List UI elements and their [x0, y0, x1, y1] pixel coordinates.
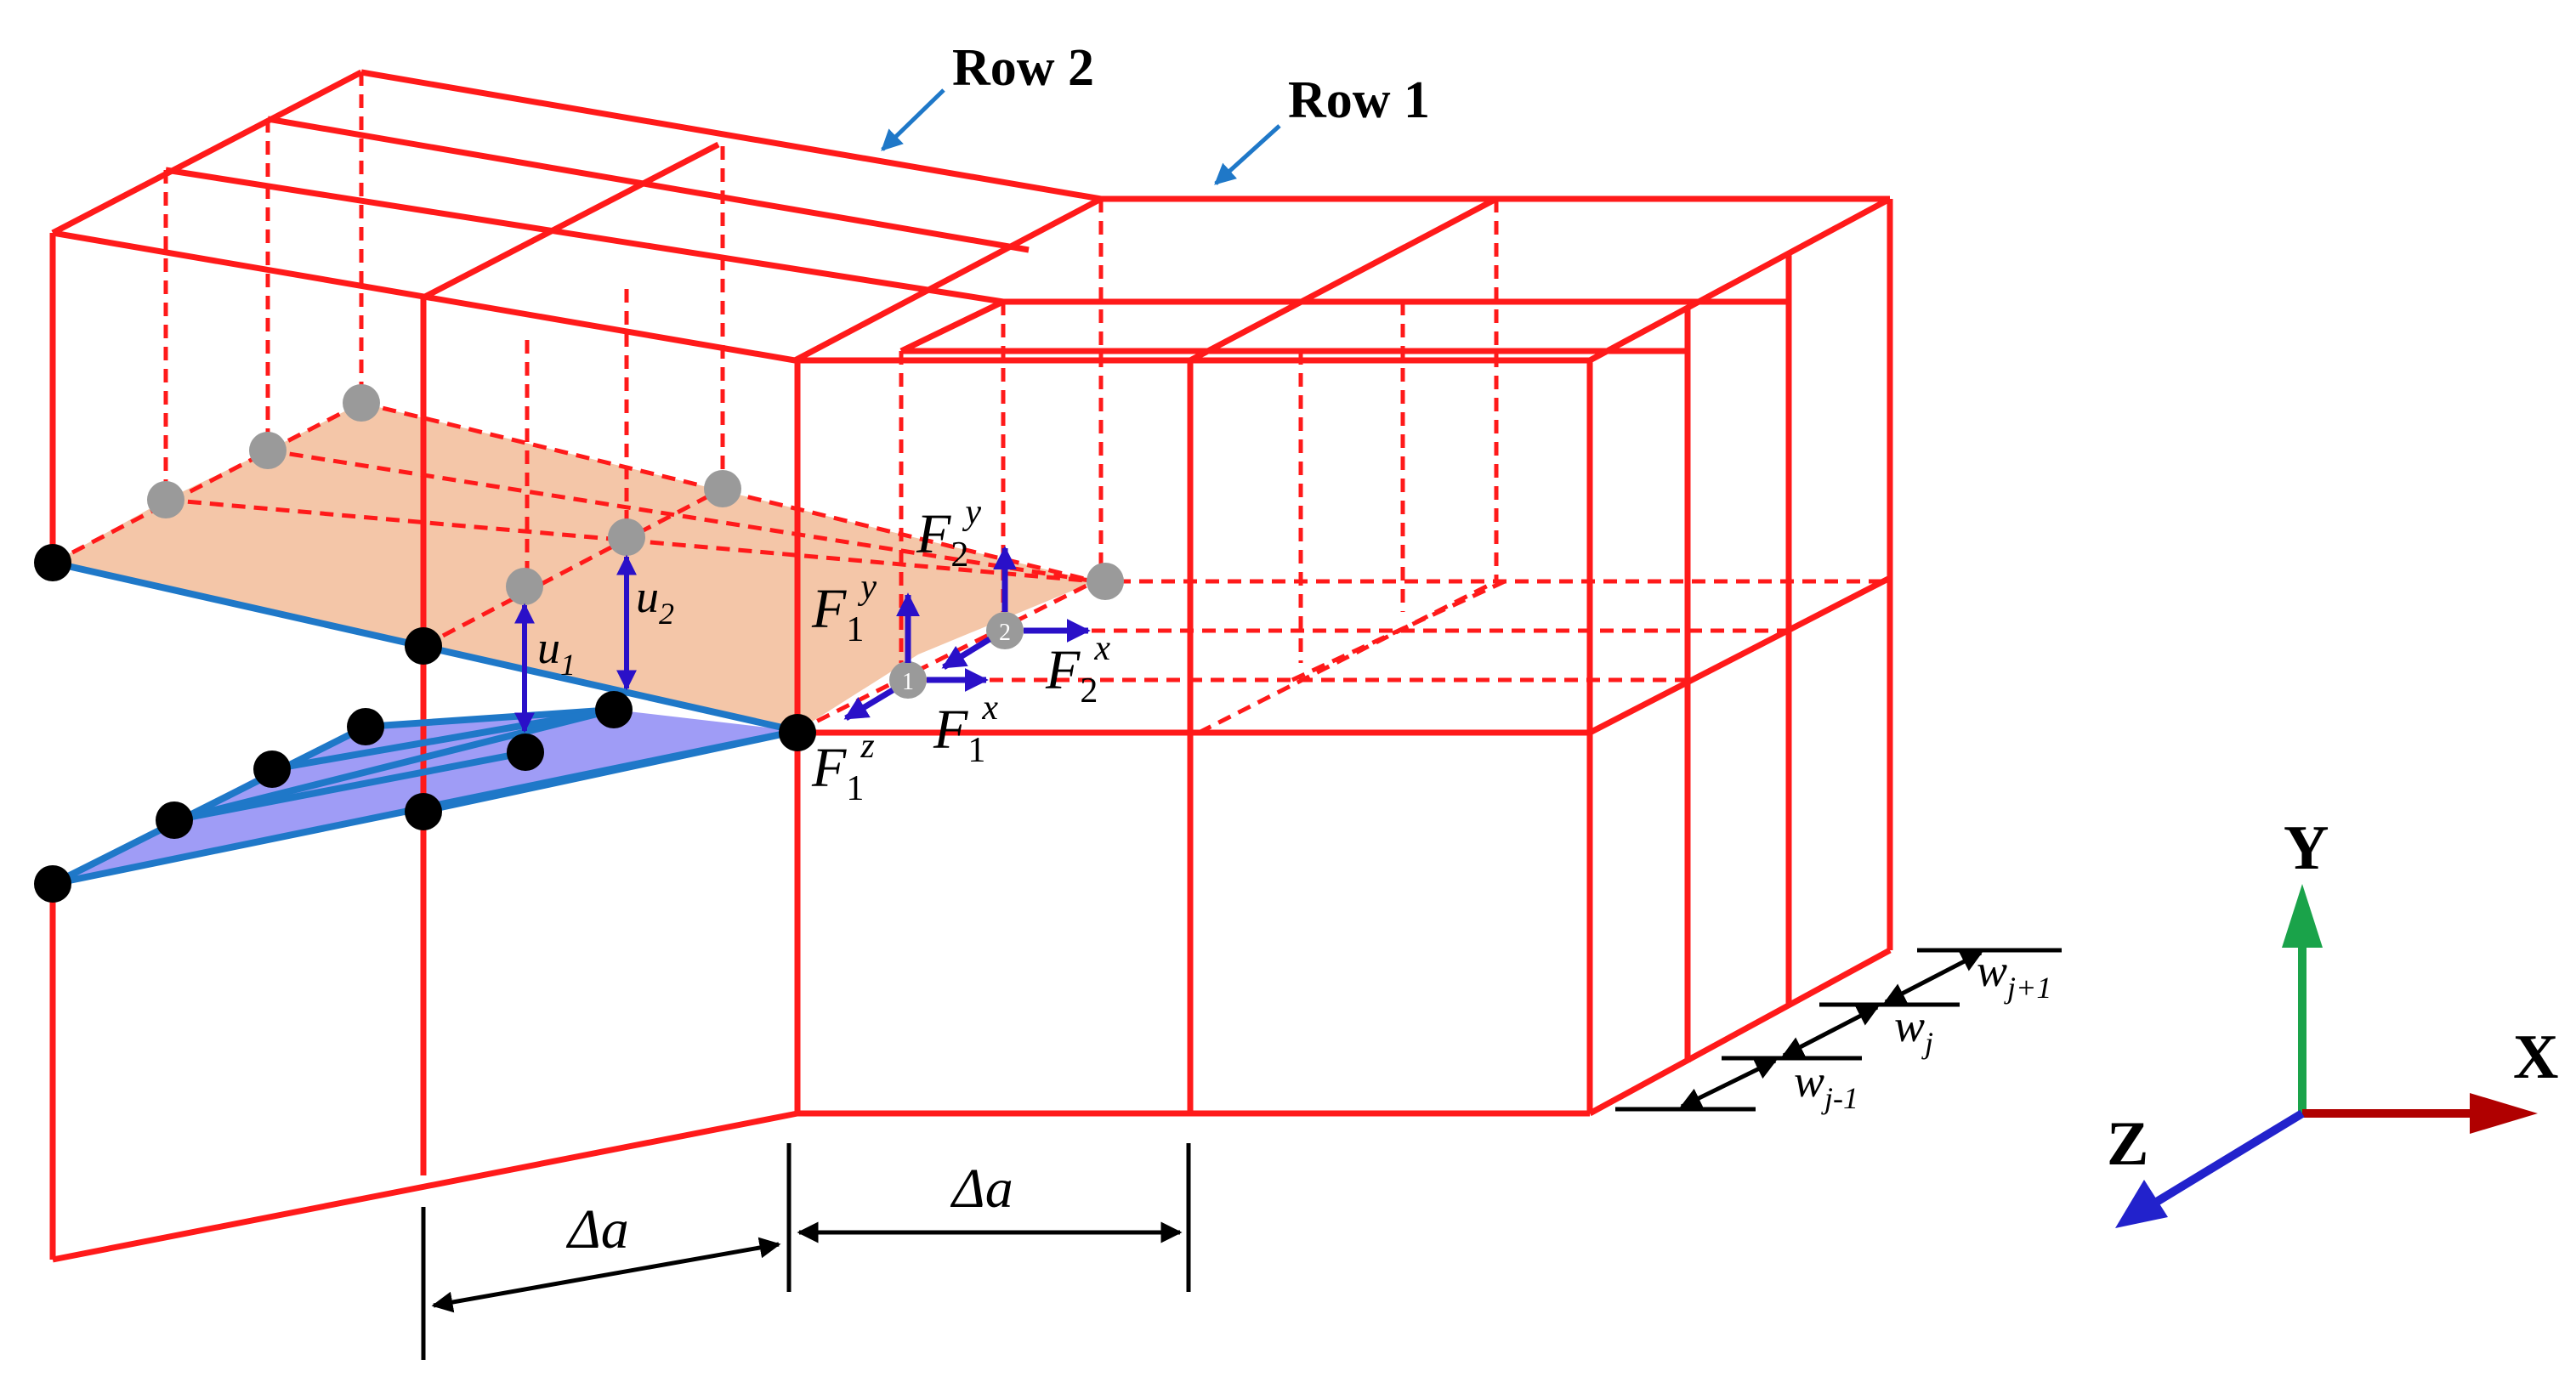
displacement-arrows	[514, 554, 637, 733]
x-axis-arrowhead	[2470, 1093, 2538, 1134]
node-gray	[986, 612, 1024, 649]
f2x-label: F2x	[1045, 629, 1110, 711]
node-black	[156, 801, 193, 839]
axis-x-label: X	[2513, 1022, 2558, 1092]
delta-a-dimensions	[421, 1143, 1191, 1360]
u2-label: u2	[636, 571, 674, 631]
node-black	[34, 544, 71, 581]
node-black	[779, 714, 816, 751]
row2-label: Row 2	[952, 39, 1094, 97]
row1-callout-arrow	[1214, 124, 1281, 185]
f1x-label: F1x	[933, 688, 998, 770]
node-gray	[704, 470, 741, 507]
node-gray	[889, 661, 927, 699]
node-gray	[343, 384, 380, 422]
node-black	[507, 733, 544, 771]
w-dimensions	[1615, 948, 2062, 1112]
row2-callout-arrow	[881, 88, 945, 151]
axis-z-label: Z	[2107, 1109, 2148, 1179]
z-axis-arrowhead	[2115, 1180, 2168, 1228]
node-gray	[608, 518, 645, 556]
gray-nodes	[147, 384, 1124, 699]
z-axis-arrow	[2153, 1109, 2305, 1207]
node-gray	[147, 481, 184, 518]
crack-face-region	[53, 403, 1095, 731]
w-j-minus-1-label: wj-1	[1794, 1056, 1858, 1115]
w-j-plus-1-label: wj+1	[1977, 945, 2051, 1005]
node-gray	[506, 568, 543, 605]
node-black	[347, 708, 384, 745]
coordinate-axes	[2115, 884, 2538, 1228]
delta-a-label-right: Δa	[950, 1158, 1013, 1220]
node-black	[595, 691, 633, 728]
f2y-label: F2y	[916, 493, 981, 575]
node-black	[405, 627, 442, 665]
force-arrows	[843, 546, 1091, 722]
node-gray	[1087, 563, 1124, 600]
mesh-solid-lines	[49, 69, 1893, 1263]
y-axis-arrowhead	[2282, 884, 2323, 948]
f1y-label: F1y	[811, 568, 877, 649]
delta-a-label-left: Δa	[565, 1198, 629, 1260]
f1z-label: F1z	[811, 727, 875, 808]
row1-label: Row 1	[1288, 71, 1430, 129]
black-nodes	[34, 544, 816, 903]
mesh-dashed-lines	[51, 72, 1890, 735]
node-gray	[249, 432, 287, 469]
node-2-label: 2	[999, 620, 1011, 646]
crack-front-lines	[51, 559, 798, 887]
node-black	[253, 750, 291, 788]
axis-y-label: Y	[2284, 813, 2329, 883]
node-1-label: 1	[902, 669, 914, 695]
node-black	[34, 865, 71, 903]
node-black	[405, 793, 442, 830]
w-j-label: wj	[1894, 1000, 1933, 1060]
u1-label: u1	[537, 622, 576, 682]
